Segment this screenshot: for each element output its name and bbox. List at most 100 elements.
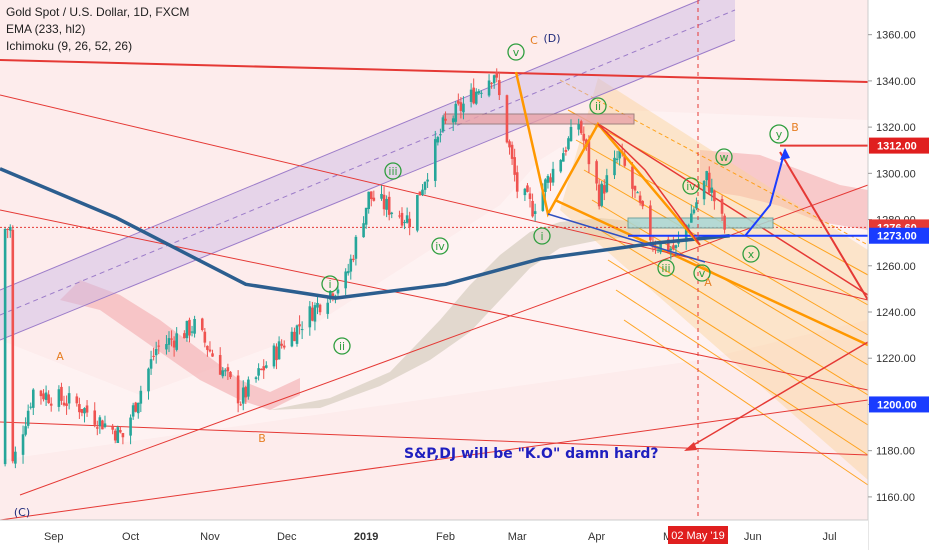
candle-body [60,386,63,401]
candle-body [93,410,97,425]
candle-body [702,180,706,200]
candle-body [690,213,693,223]
candle-body [280,343,283,346]
wave-label: w [720,151,729,164]
candle-body [582,133,586,141]
candle-body [638,195,642,203]
candle-body [259,368,263,370]
candle-body [134,402,138,412]
candle-body [272,345,276,367]
candle-body [101,420,104,430]
candle-body [439,134,442,136]
candle-body [65,403,68,406]
candle-body [75,396,79,404]
candle-body [326,302,330,314]
candle-body [633,185,637,191]
legend-title: Gold Spot / U.S. Dollar, 1D, FXCM [6,5,190,19]
candle-body [636,192,639,194]
candle-body [623,154,627,166]
candle-body [723,215,726,230]
candle-body [262,366,266,371]
candle-body [564,150,568,152]
time-tick-label: 2019 [354,531,378,543]
candle-body [367,191,371,210]
candle-body [398,215,401,217]
candle-body [426,179,429,182]
candle-body [308,306,312,328]
candle-body [316,302,319,308]
candle-body [254,377,258,380]
legend-ichimoku: Ichimoku (9, 26, 52, 26) [6,39,133,53]
candle-body [103,423,107,428]
candle-body [313,305,317,322]
wave-label-circle [507,43,525,61]
candle-body [551,168,555,183]
candle-body [95,427,99,429]
wave-label: iv [686,180,696,193]
candle-body [605,175,609,192]
time-tick-label: Apr [588,531,605,543]
candle-body [595,161,598,184]
wave-label: iv [435,240,445,253]
wave-baseline-blue [547,213,706,263]
chart-legend: Gold Spot / U.S. Dollar, 1D, FXCM EMA (2… [6,4,189,55]
candle-body [221,370,225,377]
candle-body [282,345,286,348]
candle-body [364,207,368,225]
legend-ema: EMA (233, hl2) [6,22,86,36]
price-label-box [869,396,929,413]
candle-body [615,158,619,161]
ichimoku-cloud-grey [270,218,640,410]
candle-body [224,370,227,372]
candle-body [183,333,186,339]
candle-body [14,451,17,464]
candle-body [654,246,657,249]
wave-label: (C) [14,506,30,519]
candle-body [674,245,678,249]
candle-body [218,355,222,375]
candle-body [400,212,404,226]
candle-body [618,150,621,159]
candle-body [531,200,534,217]
purple-channel-lower [0,39,736,341]
background-zone [0,0,868,520]
pitchfork-median [554,198,869,347]
candle-body [275,346,278,361]
candle-body [229,371,232,378]
wave-label: (D) [543,32,560,45]
date-label-box [668,526,728,544]
candle-body [713,190,716,202]
candle-body [116,427,120,443]
candle-body [206,345,209,350]
time-tick-label: Nov [200,531,220,543]
candle-body [185,320,189,339]
wave-label: i [328,278,331,291]
candle-body [167,338,171,345]
wave-label: ii [339,340,345,353]
candle-body [83,408,86,414]
candle-body [416,195,419,231]
candle-body [692,209,696,214]
candle-body [436,137,440,143]
candle-body [387,196,391,215]
candle-body [505,95,509,143]
candle-body [641,201,644,207]
wave-label-circle [321,275,339,293]
candle-body [362,223,365,238]
candle-body [613,157,616,176]
candle-body [31,389,35,408]
candle-body [8,226,12,231]
price-label-text: 1273.00 [877,231,917,243]
wave-label: x [748,248,755,261]
support-box [627,217,774,229]
candle-body [239,404,242,406]
pitchfork-line [567,109,869,276]
candle-body [98,417,102,427]
candle-body [372,197,376,201]
candle-body [526,185,529,192]
wave-label: A [704,276,712,289]
candle-body [352,258,355,261]
time-tick-label: Sep [44,531,64,543]
